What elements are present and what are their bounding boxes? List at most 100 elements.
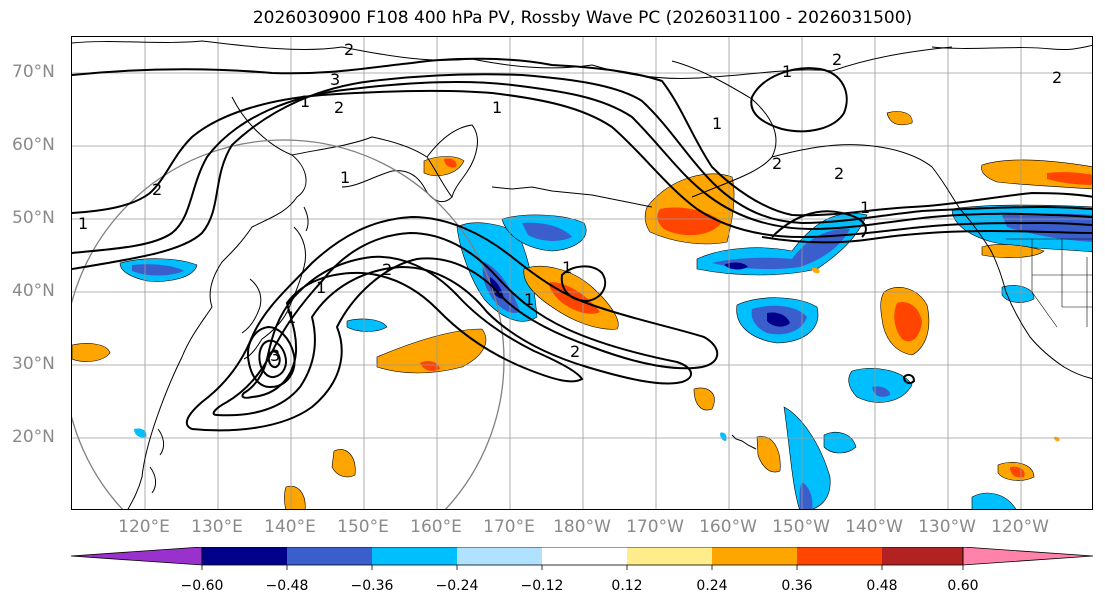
colorbar-bin <box>627 547 712 565</box>
pos-area-south-1 <box>331 449 356 478</box>
contour-label: 1 <box>286 308 296 327</box>
neg-area-tiny-1 <box>134 428 147 438</box>
contour-label: 2 <box>570 342 580 361</box>
contour-label: 1 <box>316 278 326 297</box>
pv-contour-1 <box>72 57 1092 217</box>
colorbar-tick-label: 0.12 <box>611 578 643 594</box>
contour-label: 1 <box>78 214 88 233</box>
colorbar <box>71 547 1094 570</box>
lon-label-150e: 150°E <box>337 517 389 537</box>
pos-core-okhotsk <box>444 158 457 168</box>
pos-area-south-2 <box>284 485 306 509</box>
pv-contour-trough-outer <box>185 215 719 432</box>
lon-label-170e: 170°E <box>483 517 535 537</box>
contour-label: 2 <box>344 40 354 59</box>
contour-label: 1 <box>562 258 572 277</box>
contour-label: 2 <box>382 260 392 279</box>
contour-label: 1 <box>712 114 722 133</box>
contour-label: 2 <box>832 50 842 69</box>
pv-contour-small-low <box>560 265 607 303</box>
pv-contours <box>72 57 1092 432</box>
neg-core-central-n <box>522 222 572 241</box>
lat-label-20n: 20°N <box>12 427 55 447</box>
neg-core-east-pacific <box>1002 213 1092 242</box>
colorbar-tick-label: −0.36 <box>350 578 394 594</box>
colorbar-tick-label: −0.24 <box>435 578 479 594</box>
positive-anomalies <box>72 111 1092 509</box>
contour-label-group: 2 3 2 1 1 1 2 1 2 1 1 2 2 1 1 1 2 2 3 1 … <box>78 40 1062 365</box>
colorbar-bin <box>882 547 963 565</box>
coast-siberia-north <box>72 40 953 79</box>
contour-label: 2 <box>1052 68 1062 87</box>
lon-label-170w: 170°W <box>626 517 684 537</box>
neg-core-jet-exit-dark <box>724 262 748 270</box>
colorbar-bin <box>712 547 797 565</box>
graticule <box>72 37 1092 509</box>
pv-contour-5 <box>761 229 1092 244</box>
contour-label: 1 <box>860 198 870 217</box>
lon-label-180w: 180°W <box>553 517 611 537</box>
colorbar-tick-marks <box>201 565 964 570</box>
contour-label: 1 <box>782 62 792 81</box>
colorbar-tick-label: −0.60 <box>180 578 224 594</box>
contour-label: 2 <box>834 164 844 183</box>
coast-kamchatka <box>426 124 478 198</box>
colorbar-extend-high <box>962 547 1094 566</box>
contour-label: 2 <box>152 180 162 199</box>
colorbar-tick-label: 0.36 <box>781 578 813 594</box>
neg-area-small-2 <box>823 432 857 454</box>
pos-core-east <box>894 301 922 342</box>
pv-shading <box>72 111 1092 509</box>
lon-label-130e: 130°E <box>191 517 243 537</box>
colorbar-bin <box>457 547 542 565</box>
plot-title: 2026030900 F108 400 hPa PV, Rossby Wave … <box>252 8 913 28</box>
lat-label-40n: 40°N <box>12 281 55 301</box>
negative-anomalies <box>119 204 1092 509</box>
pv-contour-trough-mid <box>212 231 692 417</box>
pos-area-south-jet <box>376 328 487 374</box>
coast-east-asia <box>127 96 307 509</box>
neg-area-small-4 <box>971 492 1016 509</box>
coastlines <box>72 40 1092 509</box>
lat-label-30n: 30°N <box>12 354 55 374</box>
neg-area-south-tail <box>783 406 831 509</box>
colorbar-frame <box>201 547 964 566</box>
colorbar-bin <box>797 547 882 565</box>
coast-philippines <box>149 428 165 494</box>
contour-label: 1 <box>492 98 502 117</box>
lat-label-50n: 50°N <box>12 208 55 228</box>
lon-label-150w: 150°W <box>772 517 830 537</box>
pos-area-west-edge <box>72 343 111 362</box>
rossby-wave-packet-circle <box>72 139 505 509</box>
lon-label-140e: 140°E <box>264 517 316 537</box>
colorbar-tick-label: 0.24 <box>696 578 728 594</box>
coast-north-america <box>959 208 1092 380</box>
colorbar-tick-label: 0.48 <box>866 578 898 594</box>
contour-label: 2 <box>334 98 344 117</box>
pv-contour-trough-inner <box>241 255 584 399</box>
pv-contour-wave-north <box>771 210 867 238</box>
lon-label-130w: 130°W <box>918 517 976 537</box>
pos-area-hawaii-nw <box>693 387 715 411</box>
pv-contour-cutoff-inner <box>258 339 287 379</box>
colorbar-bin <box>542 547 627 565</box>
pv-contour-4 <box>72 89 1092 239</box>
lon-label-160e: 160°E <box>410 517 462 537</box>
neg-core-hawaii-n <box>872 386 890 397</box>
colorbar-bin <box>202 547 287 565</box>
contour-label: 1 <box>300 92 310 111</box>
pos-area-hawaii-w <box>756 436 781 473</box>
neg-core-south-tail <box>799 482 813 509</box>
neg-area-tiny-2 <box>720 432 727 441</box>
neg-area-hawaii-n <box>848 368 913 403</box>
colorbar-tick-label: 0.60 <box>947 578 979 594</box>
contour-label: 1 <box>524 290 534 309</box>
pv-contour-3 <box>72 81 1092 254</box>
contour-label: 3 <box>330 70 340 89</box>
map-panel: 2 3 2 1 1 1 2 1 2 1 1 2 2 1 1 1 2 2 3 1 … <box>71 36 1093 510</box>
neg-core-subtropical-dark <box>767 312 790 327</box>
pos-area-tiny-1 <box>812 267 820 274</box>
colorbar-bin <box>287 547 372 565</box>
state-boundaries <box>1006 238 1092 328</box>
contour-label: 1 <box>340 168 350 187</box>
